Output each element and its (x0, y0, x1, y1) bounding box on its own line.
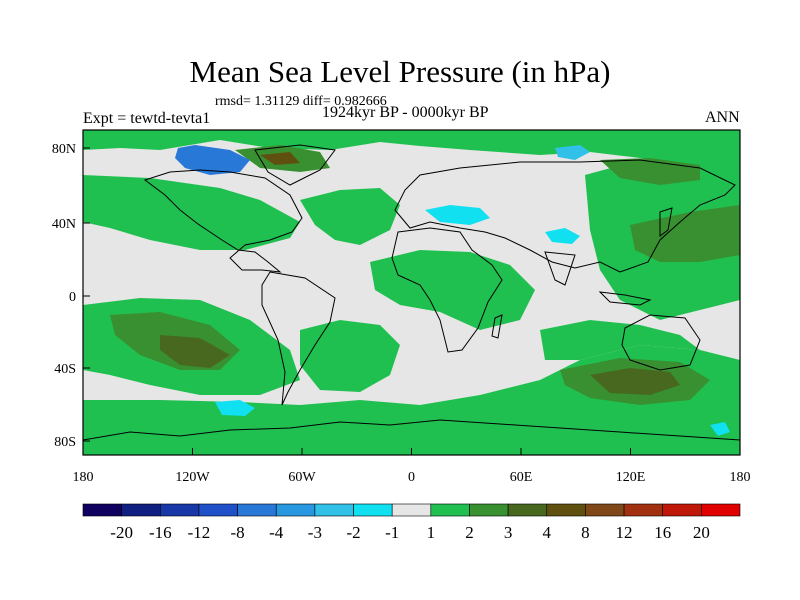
coastlines (83, 144, 740, 441)
colorbar-label: -1 (385, 523, 399, 542)
colorbar-swatch (701, 503, 741, 517)
experiment-label: Expt = tewtd-tevta1 (83, 110, 211, 127)
y-tick-label: 40N (52, 217, 76, 232)
colorbar-swatch (121, 503, 161, 517)
colorbar-swatch (82, 503, 122, 517)
coastline-greenland (254, 144, 336, 186)
brown-region-south-pacific (160, 335, 230, 368)
colorbar-swatch (159, 503, 200, 517)
green-region-south-atlantic (300, 320, 400, 392)
darkgreen-region-east-asia (630, 205, 740, 262)
colorbar-label: 8 (581, 523, 590, 542)
x-tick-label: 180 (73, 470, 94, 485)
colorbar-label: -4 (269, 523, 284, 542)
coastline-india (544, 251, 576, 286)
x-tick-label: 0 (408, 470, 415, 485)
x-tick-label: 60W (288, 470, 316, 485)
colorbar-label: -16 (149, 523, 172, 542)
colorbar-swatch (662, 503, 702, 517)
colorbar-label: -8 (231, 523, 245, 542)
coastline-madagascar (491, 314, 503, 339)
coastline-south-america (261, 271, 336, 406)
season-label: ANN (705, 109, 740, 126)
coastline-australia (621, 314, 701, 371)
colorbar-label: 20 (693, 523, 710, 542)
y-axis (83, 147, 90, 442)
colorbar-label: 3 (504, 523, 513, 542)
colorbar-label: 4 (543, 523, 552, 542)
x-tick-label: 60E (510, 470, 533, 485)
cyan-region-southern-atlantic (215, 400, 255, 416)
colorbar-swatch (585, 503, 625, 517)
pressure-map: 180 120W 60W 0 60E 120E 180 80N 40N 0 40… (52, 129, 751, 485)
time-period-label: 1924kyr BP - 0000kyr BP (322, 104, 489, 121)
brown-region-south-indian (590, 368, 680, 395)
blue-region-canadian-arctic (175, 145, 250, 175)
y-tick-label: 80S (54, 435, 76, 450)
coastline-japan (659, 207, 673, 237)
colorbar-label: -12 (188, 523, 211, 542)
x-tick-labels: 180 120W 60W 0 60E 120E 180 (73, 470, 751, 485)
x-tick-label: 180 (730, 470, 751, 485)
colorbar-swatch (546, 503, 586, 517)
cyan-region-caspian (425, 205, 490, 225)
green-region-indian-ocean (540, 320, 700, 360)
colorbar-swatch (237, 503, 277, 517)
coastline-antarctica (83, 419, 740, 441)
brown-region-arctic (260, 152, 300, 165)
x-tick-label: 120E (616, 470, 646, 485)
colorbar-swatch (353, 503, 393, 517)
coastline-indonesia (598, 291, 652, 306)
colorbar-label: 12 (616, 523, 633, 542)
colorbar-swatch (507, 503, 548, 517)
green-region-arctic (83, 130, 740, 170)
y-tick-label: 80N (52, 142, 76, 157)
colorbar-swatch (275, 503, 316, 517)
colorbar-swatch (623, 503, 664, 517)
coastline-africa (391, 227, 503, 353)
y-tick-labels: 80N 40N 0 40S 80S (52, 142, 76, 450)
colorbar-swatch (391, 503, 432, 517)
colorbar-label: -3 (308, 523, 322, 542)
green-region-north-pacific (83, 175, 300, 250)
colorbar: -20 -16 -12 -8 -4 -3 -2 -1 1 2 3 4 8 12 16 20 (82, 503, 741, 542)
x-axis (82, 448, 741, 455)
coastline-north-america (143, 169, 303, 273)
colorbar-swatch (430, 503, 470, 517)
colorbar-label: -20 (110, 523, 133, 542)
colorbar-swatch (198, 503, 238, 517)
cyan-region-central-asia (545, 228, 580, 244)
y-tick-label: 0 (69, 290, 76, 305)
colorbar-label: 2 (465, 523, 474, 542)
rmsd-diff-stats: rmsd= 1.31129 diff= 0.982666 (215, 94, 387, 109)
colorbar-label: 16 (654, 523, 671, 542)
map-title: Mean Sea Level Pressure (in hPa) (189, 54, 611, 89)
colorbar-swatch (469, 503, 509, 517)
colorbar-label: 1 (427, 523, 436, 542)
cyan-region-arctic-ocean (555, 145, 590, 160)
coastline-europe-asia (394, 159, 736, 273)
colorbar-label: -2 (346, 523, 360, 542)
y-tick-label: 40S (54, 362, 76, 377)
x-tick-label: 120W (175, 470, 210, 485)
green-region-north-atlantic (300, 188, 400, 245)
green-region-tropical-atlantic (370, 250, 535, 330)
cyan-region-ross-sea (710, 422, 730, 436)
colorbar-swatch (314, 503, 354, 517)
